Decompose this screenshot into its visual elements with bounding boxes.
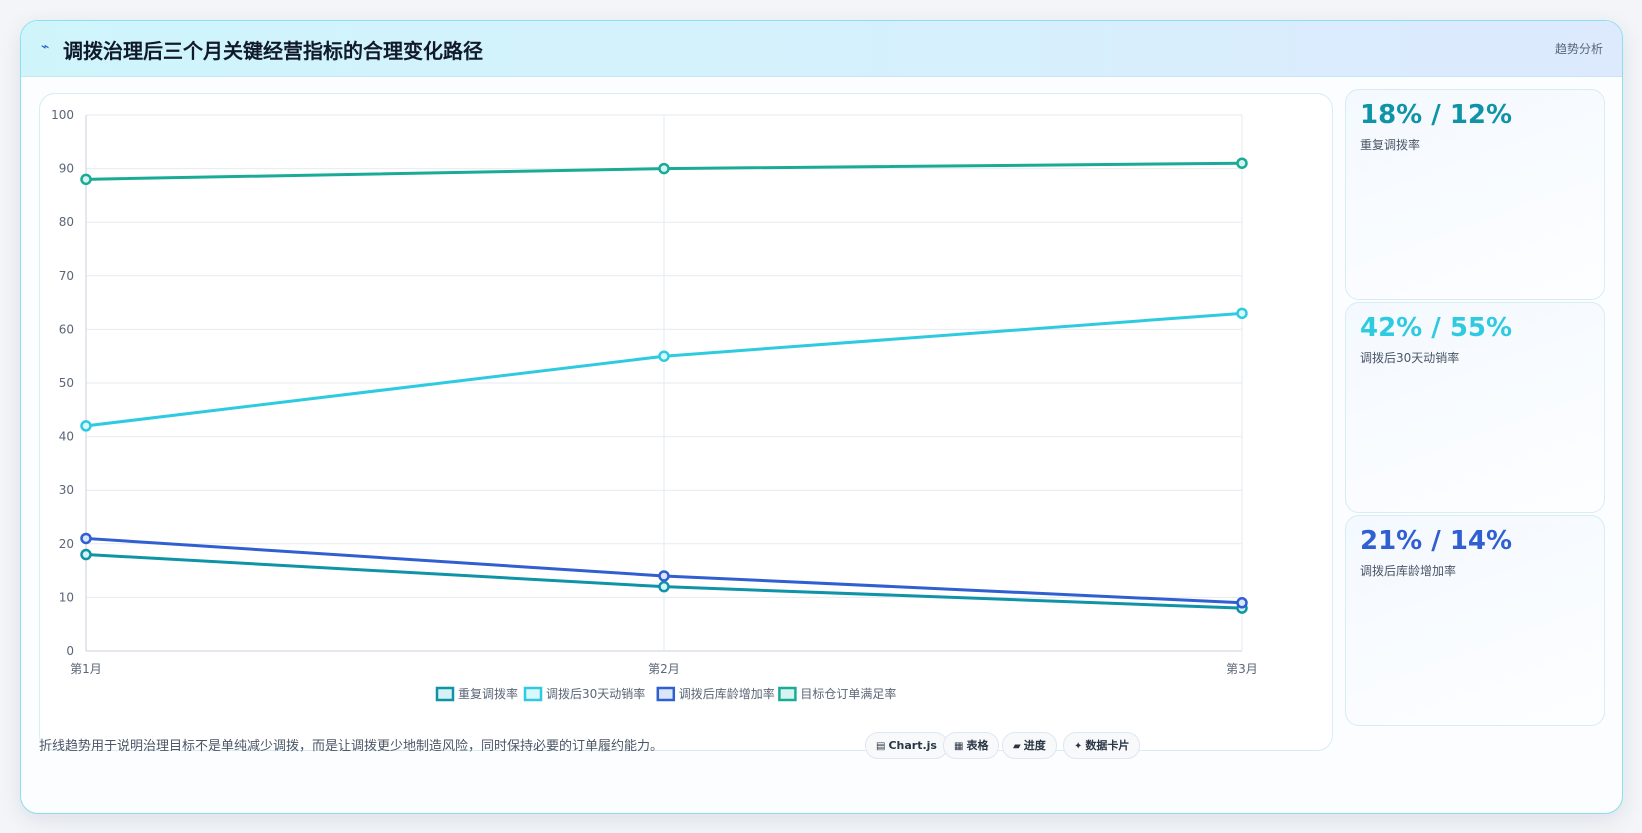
tag-label: 数据卡片 xyxy=(1085,739,1130,752)
data-point[interactable] xyxy=(658,350,670,362)
trend-icon: ⌁ xyxy=(41,39,50,55)
stat-value: 18% / 12% xyxy=(1360,100,1513,130)
progress-icon: ▰ xyxy=(1013,741,1021,752)
legend-label: 目标仓订单满足率 xyxy=(800,686,896,701)
stat-card-sell-through: 42% / 55% 调拨后30天动销率 xyxy=(1345,302,1605,513)
x-tick-label: 第3月 xyxy=(1226,662,1258,676)
x-tick-label: 第2月 xyxy=(648,662,680,676)
tag-data-card[interactable]: ✦ 数据卡片 xyxy=(1063,732,1141,759)
chart-icon: ▤ xyxy=(876,741,886,752)
data-point[interactable] xyxy=(658,162,670,175)
data-point[interactable] xyxy=(80,548,92,561)
y-tick-label: 100 xyxy=(51,108,74,122)
legend-swatch[interactable] xyxy=(435,686,455,702)
panel-header: ⌁ 调拨治理后三个月关键经营指标的合理变化路径 趋势分析 xyxy=(21,21,1622,77)
legend-swatch[interactable] xyxy=(523,686,543,702)
data-point[interactable] xyxy=(80,532,92,545)
data-point[interactable] xyxy=(658,570,670,582)
tag-label: Chart.js xyxy=(888,739,937,752)
tag-chartjs[interactable]: ▤ Chart.js xyxy=(865,732,948,759)
stat-value: 42% / 55% xyxy=(1360,313,1513,343)
data-point[interactable] xyxy=(80,420,92,432)
stat-label: 调拨后30天动销率 xyxy=(1360,351,1460,365)
footer-note: 折线趋势用于说明治理目标不是单纯减少调拨，而是让调拨更少地制造风险，同时保持必要… xyxy=(39,739,664,754)
stat-value: 21% / 14% xyxy=(1360,526,1513,556)
stat-label: 调拨后库龄增加率 xyxy=(1360,564,1457,578)
card-icon: ✦ xyxy=(1074,741,1083,752)
y-tick-label: 20 xyxy=(59,537,74,551)
y-tick-label: 60 xyxy=(59,322,74,336)
data-point[interactable] xyxy=(658,580,670,593)
y-tick-label: 0 xyxy=(66,644,74,658)
legend-swatch[interactable] xyxy=(656,686,676,702)
table-icon: ▦ xyxy=(954,741,964,752)
data-point[interactable] xyxy=(1236,597,1248,609)
y-tick-label: 30 xyxy=(59,483,74,497)
y-tick-label: 40 xyxy=(59,430,74,444)
x-tick-label: 第1月 xyxy=(70,662,102,676)
trend-analysis-badge[interactable]: 趋势分析 xyxy=(1554,42,1603,56)
stat-card-aging-increase: 21% / 14% 调拨后库龄增加率 xyxy=(1345,515,1605,726)
dashboard-panel: ⌁ 调拨治理后三个月关键经营指标的合理变化路径 趋势分析 0 10 20 30 40 50… xyxy=(20,20,1623,814)
stat-label: 重复调拨率 xyxy=(1360,138,1421,152)
tag-label: 表格 xyxy=(966,739,989,752)
tag-label: 进度 xyxy=(1023,739,1046,752)
panel-title: 调拨治理后三个月关键经营指标的合理变化路径 xyxy=(63,39,483,63)
legend-label: 重复调拨率 xyxy=(458,686,518,701)
legend-swatch[interactable] xyxy=(778,686,797,702)
stat-card-repeat-transfer: 18% / 12% 重复调拨率 xyxy=(1345,89,1605,300)
y-tick-label: 90 xyxy=(59,162,74,176)
data-point[interactable] xyxy=(80,173,92,186)
line-chart-card: 0 10 20 30 40 50 60 70 80 90 100 第1月 第2月 第3月重复调拨率 调拨后3… xyxy=(39,93,1333,751)
data-point[interactable] xyxy=(1236,157,1248,169)
y-tick-label: 70 xyxy=(59,269,74,283)
y-tick-label: 50 xyxy=(59,376,74,390)
tag-progress[interactable]: ▰ 进度 xyxy=(1002,732,1057,759)
tag-table[interactable]: ▦ 表格 xyxy=(943,732,1000,759)
legend-label: 调拨后库龄增加率 xyxy=(679,686,775,701)
y-tick-label: 10 xyxy=(59,590,74,604)
legend-label: 调拨后30天动销率 xyxy=(546,686,645,701)
data-point[interactable] xyxy=(1236,307,1248,320)
y-tick-label: 80 xyxy=(59,215,74,229)
